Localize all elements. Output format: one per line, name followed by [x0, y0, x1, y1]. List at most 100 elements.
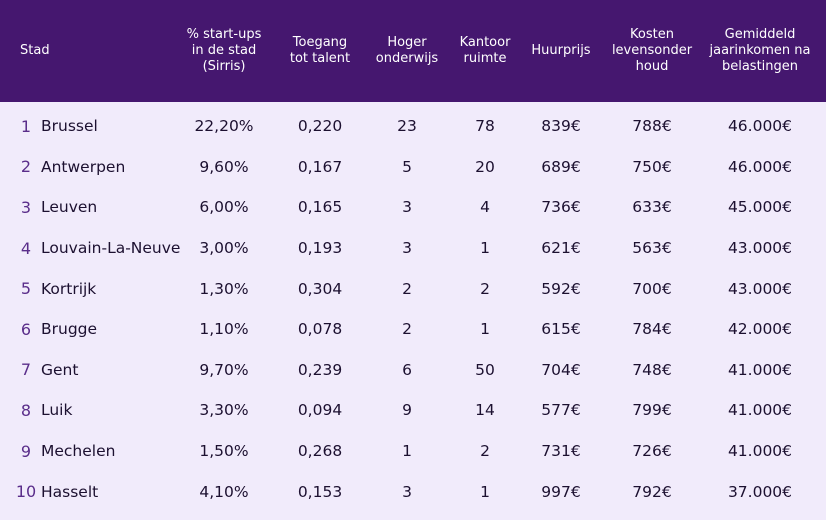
cell-kosten: 784€: [632, 320, 672, 339]
cell-kosten: 748€: [632, 360, 672, 379]
cell-startups: 9,70%: [199, 360, 249, 379]
cell-kantoor: 20: [475, 157, 495, 176]
cell-kosten: 633€: [632, 198, 672, 217]
cell-kosten: 563€: [632, 239, 672, 258]
cell-onderwijs: 2: [402, 320, 412, 339]
cell-inkomen: 41.000€: [727, 442, 793, 461]
table-row: 8 Luik 3,30% 0,094 9 14 577€ 799€ 41.000€: [0, 390, 826, 431]
table-row: 4 Louvain-La-Neuve 3,00% 0,193 3 1 621€ 563€ 43.…: [0, 228, 826, 269]
cell-inkomen: 41.000€: [727, 360, 793, 379]
cell-talent: 0,239: [297, 360, 343, 379]
cell-rank: 10: [15, 482, 37, 502]
header-kantoor: Kantoor ruimte: [459, 35, 511, 66]
table-row: 9 Mechelen 1,50% 0,268 1 2 731€ 726€ 41.000€: [0, 431, 826, 472]
cell-stad: Antwerpen: [41, 157, 126, 176]
cell-kantoor: 14: [475, 401, 495, 420]
cell-startups: 22,20%: [194, 117, 254, 136]
cell-stad: Brugge: [41, 320, 98, 339]
cell-kosten: 788€: [632, 117, 672, 136]
cell-startups: 3,00%: [199, 239, 249, 258]
cell-kosten: 700€: [632, 279, 672, 298]
table-row: 7 Gent 9,70% 0,239 6 50 704€ 748€ 41.000€: [0, 350, 826, 391]
cell-onderwijs: 3: [402, 239, 412, 258]
cell-kosten: 726€: [632, 442, 672, 461]
cell-huurprijs: 577€: [541, 401, 581, 420]
cell-huurprijs: 704€: [541, 360, 581, 379]
cell-inkomen: 43.000€: [727, 279, 793, 298]
cell-kantoor: 4: [480, 198, 490, 217]
cell-rank: 8: [20, 400, 32, 420]
cell-stad: Hasselt: [41, 482, 99, 501]
cell-inkomen: 42.000€: [727, 320, 793, 339]
cell-kantoor: 78: [475, 117, 495, 136]
cell-kantoor: 2: [480, 279, 490, 298]
header-huurprijs: Huurprijs: [531, 43, 591, 58]
cell-talent: 0,153: [297, 482, 343, 501]
cell-inkomen: 46.000€: [727, 117, 793, 136]
cell-kantoor: 1: [480, 239, 490, 258]
table-row: 10 Hasselt 4,10% 0,153 3 1 997€ 792€ 37.000€: [0, 471, 826, 512]
cell-inkomen: 37.000€: [727, 482, 793, 501]
table-row: 3 Leuven 6,00% 0,165 3 4 736€ 633€ 45.000€: [0, 187, 826, 228]
header-inkomen: Gemiddeld jaarinkomen na belastingen: [709, 27, 811, 74]
cell-huurprijs: 621€: [541, 239, 581, 258]
cell-huurprijs: 997€: [541, 482, 581, 501]
cell-talent: 0,165: [297, 198, 343, 217]
cell-rank: 5: [20, 279, 32, 299]
cell-talent: 0,078: [297, 320, 343, 339]
table-row: 1 Brussel 22,20% 0,220 23 78 839€ 788€ 46.000€: [0, 106, 826, 147]
table-body: 1 Brussel 22,20% 0,220 23 78 839€ 788€ 46.000€ 2 A…: [0, 102, 826, 520]
cell-inkomen: 43.000€: [727, 239, 793, 258]
cell-talent: 0,094: [297, 401, 343, 420]
cell-rank: 3: [20, 197, 32, 217]
header-startups: % start-ups in de stad (Sirris): [186, 27, 262, 74]
cell-kantoor: 1: [480, 482, 490, 501]
cell-kosten: 750€: [632, 157, 672, 176]
cell-huurprijs: 615€: [541, 320, 581, 339]
cell-kosten: 799€: [632, 401, 672, 420]
cell-stad: Gent: [41, 360, 79, 379]
table-row: 6 Brugge 1,10% 0,078 2 1 615€ 784€ 42.000€: [0, 309, 826, 350]
cell-stad: Kortrijk: [41, 279, 97, 298]
cell-huurprijs: 592€: [541, 279, 581, 298]
cell-talent: 0,193: [297, 239, 343, 258]
cell-stad: Leuven: [41, 198, 98, 217]
cell-stad: Luik: [41, 401, 73, 420]
cell-inkomen: 41.000€: [727, 401, 793, 420]
cell-rank: 4: [20, 238, 32, 258]
header-kosten: Kosten levensonder houd: [611, 27, 693, 74]
cell-inkomen: 46.000€: [727, 157, 793, 176]
cell-startups: 9,60%: [199, 157, 249, 176]
cell-onderwijs: 3: [402, 198, 412, 217]
cell-huurprijs: 689€: [541, 157, 581, 176]
cell-onderwijs: 1: [402, 442, 412, 461]
cell-rank: 7: [20, 360, 32, 380]
cell-onderwijs: 23: [397, 117, 417, 136]
cell-huurprijs: 736€: [541, 198, 581, 217]
cell-huurprijs: 839€: [541, 117, 581, 136]
cell-onderwijs: 5: [402, 157, 412, 176]
cell-rank: 6: [20, 319, 32, 339]
cell-rank: 1: [20, 116, 32, 136]
cell-huurprijs: 731€: [541, 442, 581, 461]
cell-rank: 2: [20, 157, 32, 177]
cell-kosten: 792€: [632, 482, 672, 501]
cell-rank: 9: [20, 441, 32, 461]
cell-stad: Brussel: [41, 117, 98, 136]
table-row: 2 Antwerpen 9,60% 0,167 5 20 689€ 750€ 46.000€: [0, 147, 826, 188]
cell-onderwijs: 9: [402, 401, 412, 420]
cell-talent: 0,167: [297, 157, 343, 176]
cell-startups: 1,10%: [199, 320, 249, 339]
cell-inkomen: 45.000€: [727, 198, 793, 217]
cell-talent: 0,304: [297, 279, 343, 298]
cell-stad: Mechelen: [41, 442, 116, 461]
cell-startups: 6,00%: [199, 198, 249, 217]
cell-startups: 1,30%: [199, 279, 249, 298]
cell-startups: 1,50%: [199, 442, 249, 461]
cell-stad: Louvain-La-Neuve: [41, 239, 181, 258]
cell-kantoor: 50: [475, 360, 495, 379]
cell-startups: 3,30%: [199, 401, 249, 420]
cell-talent: 0,220: [297, 117, 343, 136]
cell-onderwijs: 2: [402, 279, 412, 298]
cell-kantoor: 2: [480, 442, 490, 461]
